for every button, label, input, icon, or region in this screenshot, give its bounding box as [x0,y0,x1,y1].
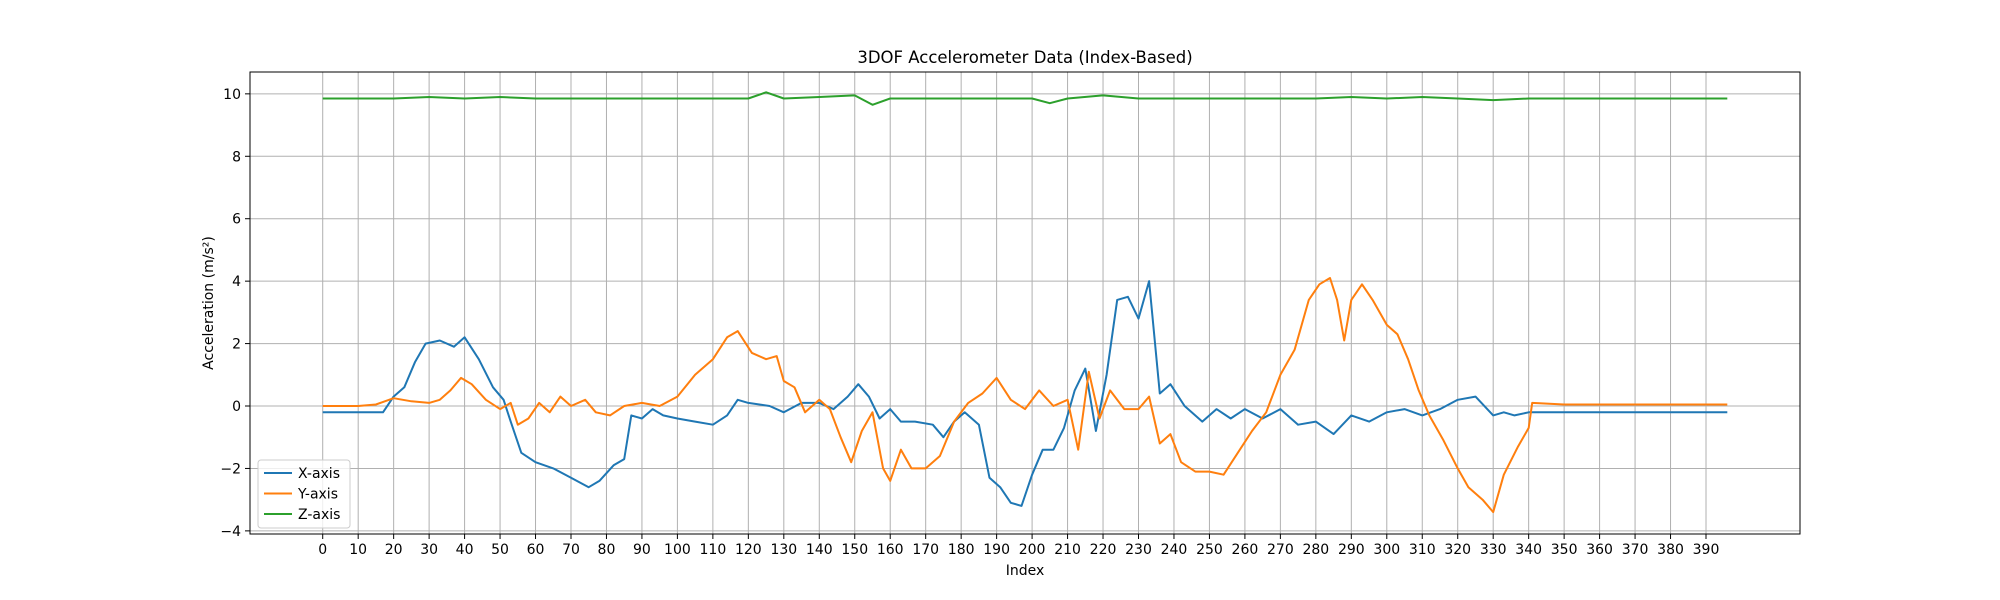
x-axis-ticks: 0 10 20 30 40 50 60 70 80 90 100 110 120 130 140 150 160… [318,534,1719,558]
plot-frame [249,71,1801,535]
x-tick-label: 150 [841,542,868,558]
series-line-z-axis [322,91,1728,106]
x-tick-label: 200 [1019,542,1046,558]
x-tick-label: 390 [1693,542,1720,558]
x-tick-label: 10 [349,542,367,558]
x-tick-label: 20 [385,542,403,558]
x-tick-label: 340 [1515,542,1542,558]
y-tick-label: 4 [232,274,241,290]
legend: X-axis Y-axis Z-axis [257,459,351,529]
y-tick-label: −4 [220,524,241,540]
x-tick-label: 220 [1090,542,1117,558]
legend-label: Z-axis [298,507,340,523]
x-tick-label: 130 [770,542,797,558]
x-tick-label: 60 [527,542,545,558]
x-tick-label: 250 [1196,542,1223,558]
series-layer [322,91,1728,514]
x-tick-label: 310 [1409,542,1436,558]
x-tick-label: 240 [1161,542,1188,558]
x-tick-label: 180 [948,542,975,558]
x-axis-label: Index [1006,563,1045,579]
x-tick-label: 300 [1373,542,1400,558]
x-tick-label: 350 [1551,542,1578,558]
legend-box [257,459,351,529]
x-tick-label: 330 [1480,542,1507,558]
x-tick-label: 260 [1232,542,1259,558]
x-tick-label: 0 [318,542,327,558]
x-tick-label: 190 [983,542,1010,558]
plot-area [250,72,1800,534]
x-tick-label: 110 [700,542,727,558]
x-tick-label: 30 [420,542,438,558]
x-tick-label: 70 [562,542,580,558]
legend-label: Y-axis [297,487,338,503]
y-axis-label: Acceleration (m/s²) [201,236,217,370]
x-tick-label: 80 [598,542,616,558]
x-tick-label: 100 [664,542,691,558]
y-tick-label: −2 [220,461,241,477]
x-tick-label: 40 [456,542,474,558]
y-axis-ticks: −4 −2 0 2 4 6 8 10 [220,87,250,540]
x-tick-label: 370 [1622,542,1649,558]
y-tick-label: 2 [232,337,241,353]
legend-label: X-axis [298,466,340,482]
x-tick-label: 50 [491,542,509,558]
grid-lines [250,72,1800,534]
x-tick-label: 210 [1054,542,1081,558]
y-tick-label: 0 [232,399,241,415]
x-tick-label: 90 [633,542,651,558]
x-tick-label: 230 [1125,542,1152,558]
x-tick-label: 160 [877,542,904,558]
x-tick-label: 140 [806,542,833,558]
x-tick-label: 270 [1267,542,1294,558]
x-tick-label: 360 [1586,542,1613,558]
x-tick-label: 120 [735,542,762,558]
x-tick-label: 380 [1657,542,1684,558]
y-tick-label: 8 [232,149,241,165]
series-line-x-axis [322,280,1728,507]
x-tick-label: 280 [1302,542,1329,558]
chart-title: 3DOF Accelerometer Data (Index-Based) [857,48,1192,67]
y-tick-label: 6 [232,212,241,228]
y-tick-label: 10 [223,87,241,103]
x-tick-label: 170 [912,542,939,558]
x-tick-label: 290 [1338,542,1365,558]
series-line-y-axis [322,277,1728,514]
x-tick-label: 320 [1444,542,1471,558]
